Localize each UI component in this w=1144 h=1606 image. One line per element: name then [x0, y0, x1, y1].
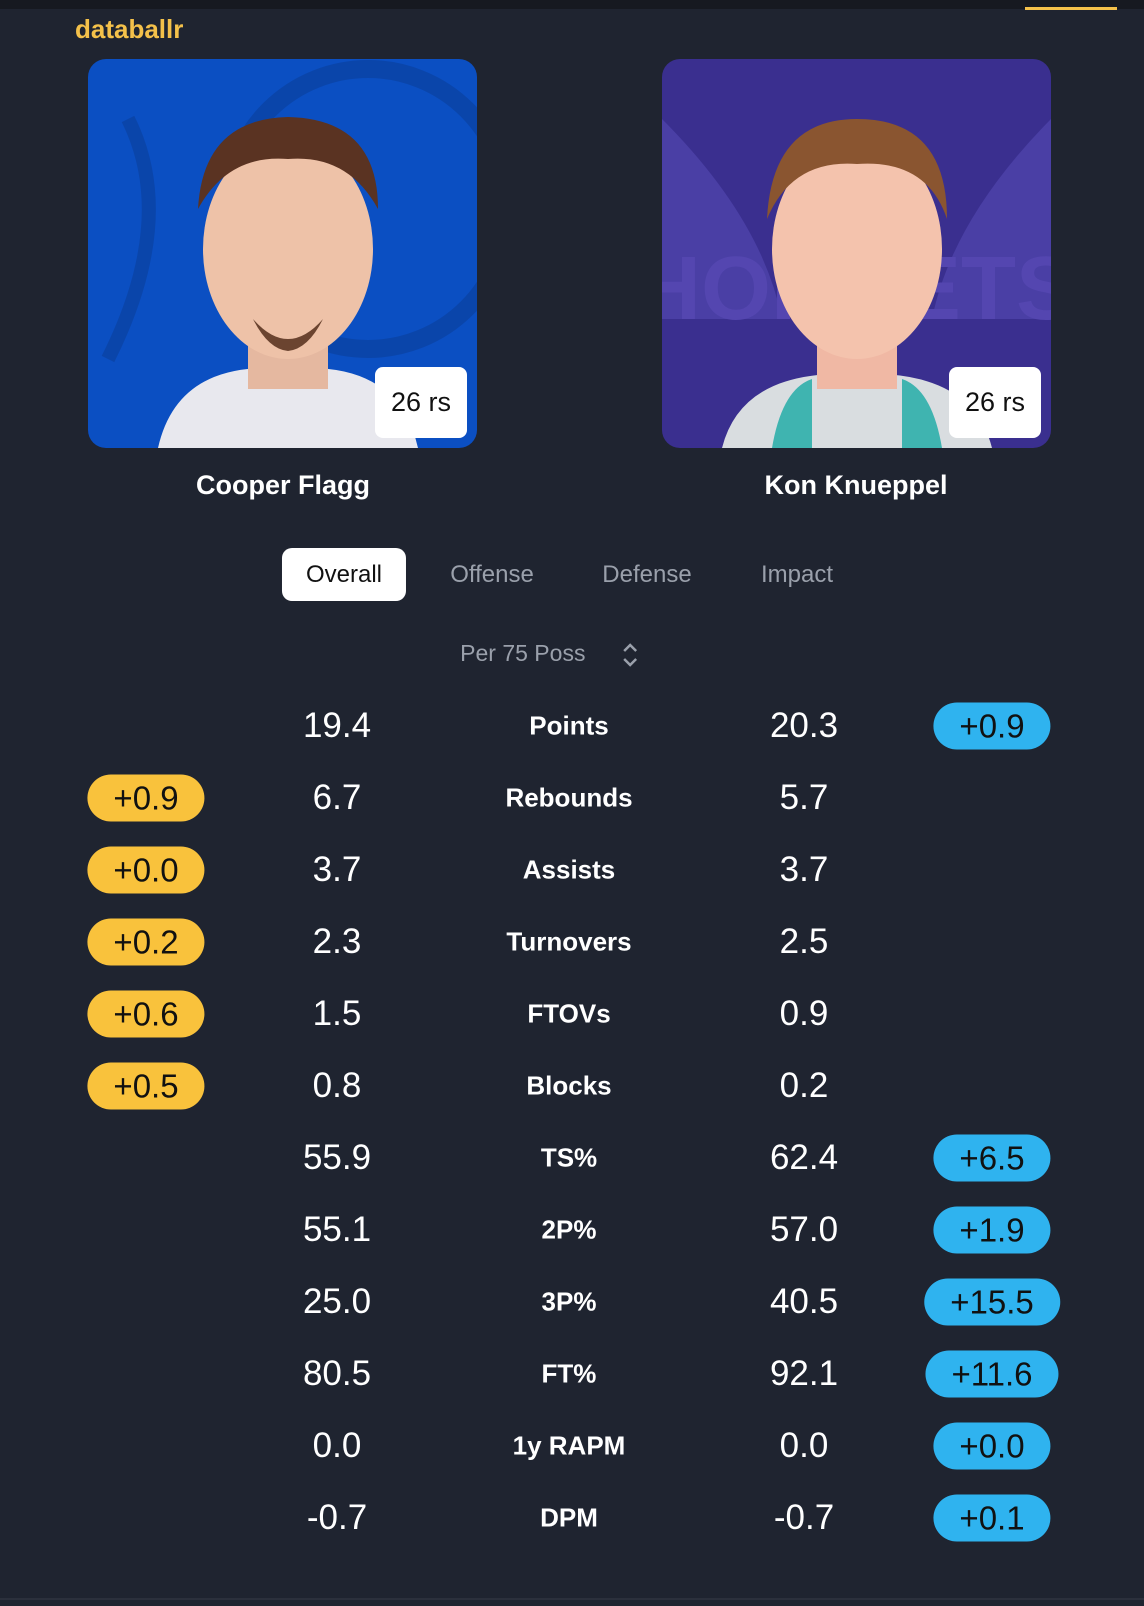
stat-label: Rebounds — [505, 782, 633, 813]
stat-label: FT% — [541, 1358, 597, 1389]
right-diff-badge: +11.6 — [925, 1350, 1059, 1398]
top-accent — [1025, 7, 1117, 10]
stat-label: FTOVs — [527, 998, 611, 1029]
tab[interactable]: Offense — [450, 561, 534, 588]
tab[interactable]: Overall — [281, 548, 407, 601]
tab[interactable]: Defense — [602, 561, 692, 588]
games-badge: 26 rs — [374, 367, 467, 438]
right-value: 3.7 — [779, 850, 829, 889]
right-diff-badge: +0.0 — [933, 1422, 1051, 1470]
right-value: 92.1 — [769, 1354, 839, 1393]
right-value: 20.3 — [769, 706, 839, 745]
right-value: 5.7 — [779, 778, 829, 817]
bottom-border — [0, 1598, 1144, 1600]
stat-label: 2P% — [541, 1214, 597, 1245]
left-diff-badge: +0.9 — [87, 774, 205, 822]
stat-label: Turnovers — [506, 926, 632, 957]
right-diff-badge: +15.5 — [924, 1278, 1060, 1326]
right-value: 57.0 — [769, 1210, 839, 1249]
left-diff-badge: +0.2 — [87, 918, 205, 966]
brand[interactable]: databallr — [75, 14, 184, 44]
right-diff-badge: +1.9 — [933, 1206, 1051, 1254]
left-value: 6.7 — [312, 778, 362, 817]
right-value: 62.4 — [769, 1138, 839, 1177]
selector-label: Per 75 Poss — [460, 640, 586, 666]
photo-art: HORNETS — [662, 59, 1051, 448]
left-value: -0.7 — [306, 1498, 368, 1537]
left-value: 55.1 — [302, 1210, 372, 1249]
player-name[interactable]: Kon Knueppel — [764, 470, 948, 500]
left-value: 0.8 — [312, 1066, 362, 1105]
stat-label: Blocks — [526, 1070, 612, 1101]
stat-label: 1y RAPM — [512, 1430, 626, 1461]
player-photo: HORNETS 26 rs — [662, 59, 1051, 448]
left-value: 0.0 — [312, 1426, 362, 1465]
player-name[interactable]: Cooper Flagg — [196, 470, 370, 500]
right-diff-badge: +0.1 — [933, 1494, 1051, 1542]
stat-label: DPM — [540, 1502, 598, 1533]
per-mode-selector[interactable]: Per 75 Poss — [460, 640, 640, 669]
left-value: 55.9 — [302, 1138, 372, 1177]
tab[interactable]: Impact — [760, 561, 834, 588]
left-diff-badge: +0.5 — [87, 1062, 205, 1110]
stat-label: Assists — [522, 854, 616, 885]
stat-label: TS% — [540, 1142, 598, 1173]
right-value: 2.5 — [779, 922, 829, 961]
left-diff-badge: +0.6 — [87, 990, 205, 1038]
player-photo: 26 rs — [88, 59, 477, 448]
left-value: 80.5 — [302, 1354, 372, 1393]
photo-art — [88, 59, 477, 448]
stat-label: Points — [529, 710, 609, 741]
right-value: 0.9 — [779, 994, 829, 1033]
left-diff-badge: +0.0 — [87, 846, 205, 894]
left-value: 2.3 — [312, 922, 362, 961]
right-value: -0.7 — [773, 1498, 835, 1537]
stat-label: 3P% — [541, 1286, 597, 1317]
right-diff-badge: +0.9 — [933, 702, 1051, 750]
left-value: 3.7 — [312, 850, 362, 889]
left-value: 1.5 — [312, 994, 362, 1033]
games-badge: 26 rs — [948, 367, 1041, 438]
right-value: 0.0 — [779, 1426, 829, 1465]
left-value: 25.0 — [302, 1282, 372, 1321]
top-bar — [0, 0, 1144, 9]
left-value: 19.4 — [302, 706, 372, 745]
right-value: 40.5 — [769, 1282, 839, 1321]
right-value: 0.2 — [779, 1066, 829, 1105]
chevrons — [622, 643, 637, 667]
right-diff-badge: +6.5 — [933, 1134, 1051, 1182]
